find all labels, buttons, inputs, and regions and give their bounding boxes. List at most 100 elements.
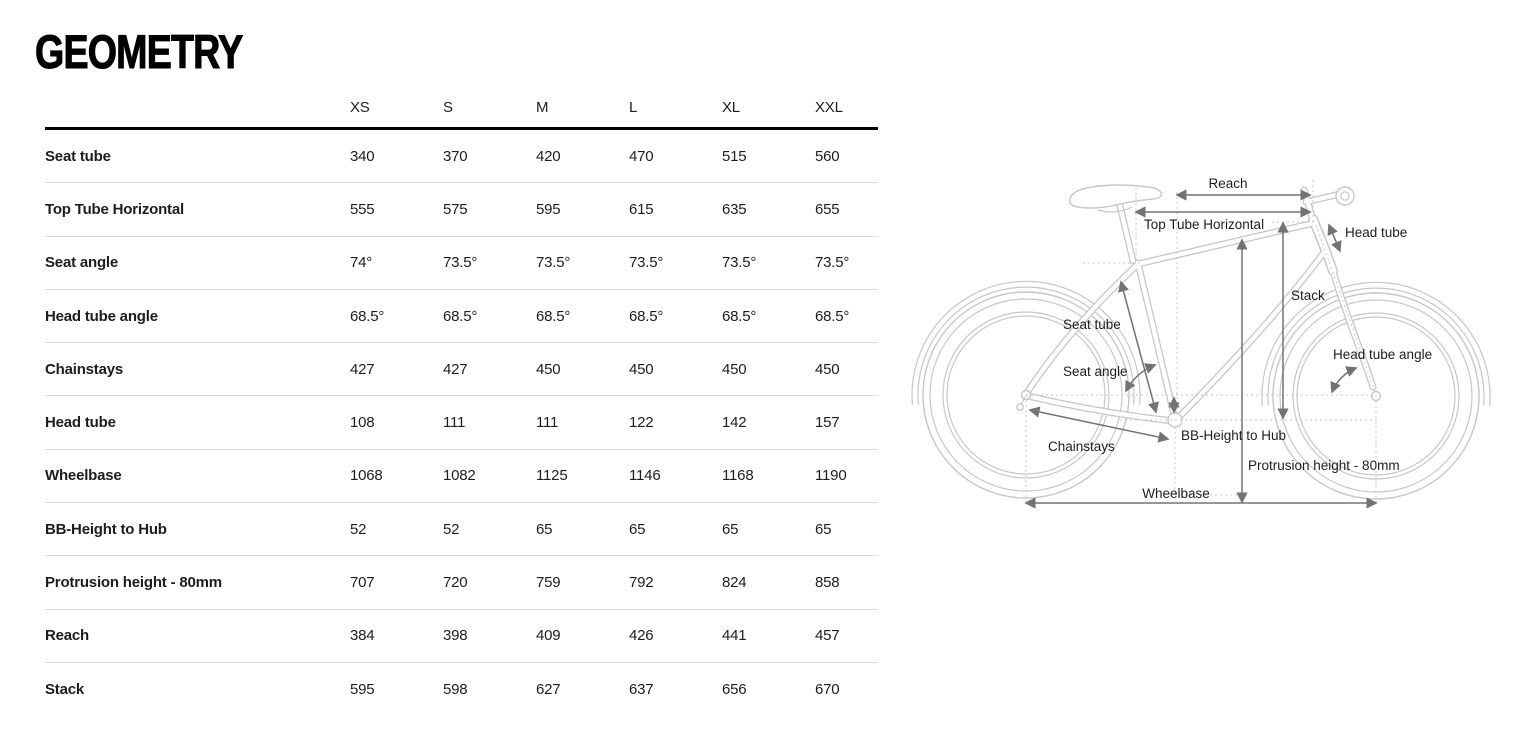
cell-value: 1168 — [722, 467, 754, 485]
cell-value: 74° — [350, 254, 373, 272]
cell-value: 52 — [443, 520, 460, 538]
row-label: Stack — [45, 681, 85, 699]
label-top-tube-horizontal: Top Tube Horizontal — [1144, 217, 1264, 232]
cell-value: 555 — [350, 200, 375, 218]
cell-value: 598 — [443, 681, 468, 699]
measurement-guides — [1025, 180, 1380, 504]
row-label: Seat tube — [45, 147, 111, 165]
cell-value: 65 — [536, 520, 553, 538]
saddle-rail — [1097, 206, 1133, 213]
label-wheelbase: Wheelbase — [1142, 486, 1210, 501]
label-seat-tube: Seat tube — [1063, 317, 1121, 332]
cell-value: 1190 — [815, 467, 847, 485]
diagram-labels: Reach Top Tube Horizontal Head tube Stac… — [1048, 176, 1432, 501]
cell-value: 858 — [815, 574, 840, 592]
size-column-header: XXL — [815, 99, 843, 116]
cell-value: 635 — [722, 200, 747, 218]
cell-value: 720 — [443, 574, 468, 592]
cell-value: 73.5° — [443, 254, 478, 272]
row-label: Head tube — [45, 414, 116, 432]
row-label: Head tube angle — [45, 307, 158, 325]
cell-value: 470 — [629, 147, 654, 165]
cell-value: 157 — [815, 414, 840, 432]
cell-value: 595 — [350, 681, 375, 699]
cell-value: 707 — [350, 574, 375, 592]
table-row: Chainstays 427 427 450 450 450 450 — [45, 343, 878, 397]
cell-value: 670 — [815, 681, 840, 699]
cell-value: 111 — [443, 414, 466, 432]
cell-value: 68.5° — [443, 307, 478, 325]
row-label: Top Tube Horizontal — [45, 200, 184, 218]
table-row: BB-Height to Hub 52 52 65 65 65 65 — [45, 503, 878, 557]
row-label: Wheelbase — [45, 467, 122, 485]
head-tube-angle-arc — [1330, 366, 1358, 394]
cell-value: 68.5° — [350, 307, 385, 325]
table-row: Wheelbase 1068 1082 1125 1146 1168 1190 — [45, 450, 878, 504]
cell-value: 122 — [629, 414, 654, 432]
cell-value: 68.5° — [536, 307, 571, 325]
cell-value: 615 — [629, 200, 654, 218]
head-tube-arrow — [1327, 223, 1342, 253]
cell-value: 637 — [629, 681, 654, 699]
cell-value: 111 — [536, 414, 559, 432]
cell-value: 450 — [536, 360, 561, 378]
cell-value: 65 — [722, 520, 739, 538]
cell-value: 427 — [443, 360, 468, 378]
table-row: Stack 595 598 627 637 656 670 — [45, 663, 878, 716]
cell-value: 759 — [536, 574, 561, 592]
label-stack: Stack — [1291, 288, 1325, 303]
cell-value: 65 — [815, 520, 832, 538]
label-bb-height-to-hub: BB-Height to Hub — [1181, 428, 1286, 443]
cell-value: 824 — [722, 574, 747, 592]
cell-value: 340 — [350, 147, 375, 165]
measurement-arrows — [1024, 189, 1378, 509]
cell-value: 370 — [443, 147, 468, 165]
table-row: Top Tube Horizontal 555 575 595 615 635 655 — [45, 183, 878, 237]
saddle — [1069, 184, 1163, 209]
cell-value: 52 — [350, 520, 367, 538]
cell-value: 450 — [815, 360, 840, 378]
cell-value: 73.5° — [536, 254, 571, 272]
seat-tube-arrow — [1118, 280, 1159, 414]
size-column-header: S — [443, 99, 453, 116]
bike-geometry-diagram: Reach Top Tube Horizontal Head tube Stac… — [911, 130, 1539, 534]
size-column-header: M — [536, 99, 549, 116]
cell-value: 1125 — [536, 467, 568, 485]
row-label: Chainstays — [45, 360, 124, 378]
cell-value: 575 — [443, 200, 468, 218]
cell-value: 68.5° — [722, 307, 757, 325]
size-column-header: XS — [350, 99, 370, 116]
cell-value: 68.5° — [629, 307, 664, 325]
table-row: Head tube 108 111 111 122 142 157 — [45, 396, 878, 450]
table-row: Protrusion height - 80mm 707 720 759 792 824 8… — [45, 556, 878, 610]
table-row: Seat tube 340 370 420 470 515 560 — [45, 130, 878, 184]
cell-value: 450 — [629, 360, 654, 378]
cell-value: 108 — [350, 414, 375, 432]
row-label: BB-Height to Hub — [45, 520, 167, 538]
cell-value: 73.5° — [722, 254, 757, 272]
cell-value: 1146 — [629, 467, 661, 485]
cell-value: 515 — [722, 147, 747, 165]
row-label: Seat angle — [45, 254, 119, 272]
cell-value: 420 — [536, 147, 561, 165]
cell-value: 384 — [350, 627, 375, 645]
cell-value: 409 — [536, 627, 561, 645]
page-title: GEOMETRY — [35, 24, 244, 78]
row-label: Protrusion height - 80mm — [45, 574, 222, 592]
chainstays-arrow — [1028, 406, 1170, 443]
label-head-tube-angle: Head tube angle — [1333, 347, 1432, 362]
cell-value: 792 — [629, 574, 654, 592]
cell-value: 398 — [443, 627, 468, 645]
cell-value: 627 — [536, 681, 561, 699]
table-body: Seat tube 340 370 420 470 515 560 Top Tube Hori… — [45, 130, 878, 716]
bike-diagram-svg: Reach Top Tube Horizontal Head tube Stac… — [911, 176, 1491, 509]
table-row: Head tube angle 68.5° 68.5° 68.5° 68.5° 68.5°… — [45, 290, 878, 344]
cell-value: 656 — [722, 681, 747, 699]
cell-value: 73.5° — [815, 254, 850, 272]
size-column-header: XL — [722, 99, 740, 116]
cell-value: 655 — [815, 200, 840, 218]
cell-value: 427 — [350, 360, 375, 378]
cell-value: 68.5° — [815, 307, 850, 325]
cell-value: 1082 — [443, 467, 476, 485]
cell-value: 142 — [722, 414, 747, 432]
